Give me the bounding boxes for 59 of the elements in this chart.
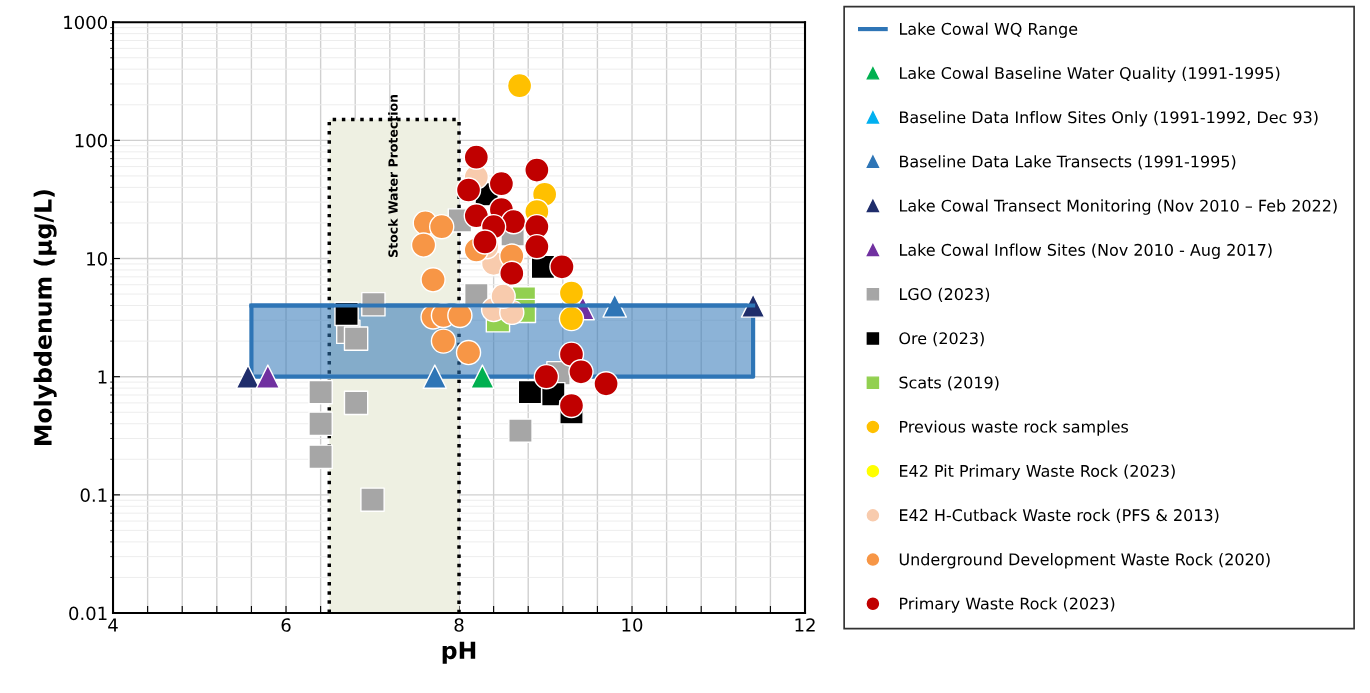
- point: [499, 260, 525, 287]
- legend-label: Scats (2019): [899, 376, 999, 391]
- point: [533, 363, 560, 390]
- y-tick-label: 1000: [64, 15, 107, 30]
- legend-label: Ore (2023): [899, 331, 984, 347]
- point: [524, 157, 550, 183]
- point: [430, 328, 457, 354]
- y-axis-title: Molybdenum (µg/L): [33, 190, 57, 445]
- point: [488, 170, 515, 197]
- point: [508, 418, 533, 443]
- point: [308, 444, 333, 470]
- point: [463, 144, 490, 170]
- legend-label: Baseline Data Inflow Sites Only (1991-1992, Dec 93): [900, 110, 1318, 127]
- legend-label: Underground Development Waste Rock (2020): [899, 553, 1270, 569]
- point: [463, 203, 490, 229]
- legend-label: Baseline Data Lake Transects (1991-1995): [900, 155, 1236, 170]
- point: [420, 267, 446, 293]
- point: [506, 72, 533, 99]
- y-tick-label: 10: [87, 251, 107, 266]
- legend-label: LGO (2023): [900, 287, 990, 303]
- point: [568, 359, 594, 385]
- point: [470, 364, 495, 390]
- point: [524, 233, 550, 260]
- legend-label: Lake Cowal Transect Monitoring (Nov 2010 – Feb 2022): [900, 199, 1337, 215]
- x-tick-label: 6: [281, 618, 291, 632]
- legend-label: Primary Waste Rock (2023): [900, 597, 1115, 613]
- x-tick-label: 8: [454, 618, 464, 632]
- legend-label: Lake Cowal WQ Range: [900, 22, 1078, 38]
- x-tick-label: 4: [108, 618, 118, 632]
- point: [558, 305, 585, 332]
- y-tick-label: 100: [75, 133, 107, 148]
- y-tick-label: 1: [98, 370, 107, 384]
- point: [343, 326, 369, 351]
- point: [343, 390, 369, 416]
- point: [558, 280, 585, 306]
- legend-label: Lake Cowal Baseline Water Quality (1991-1995): [900, 66, 1280, 83]
- point: [360, 487, 385, 513]
- point: [472, 229, 498, 255]
- point: [410, 232, 437, 258]
- x-tick-label: 12: [795, 618, 815, 632]
- legend-label: Lake Cowal Inflow Sites (Nov 2010 - Aug 2017): [900, 243, 1272, 260]
- point: [308, 411, 333, 437]
- point: [455, 177, 482, 203]
- legend-label: E42 H-Cutback Waste rock (PFS & 2013): [900, 508, 1219, 524]
- y-tick-label: 0.01: [69, 606, 107, 621]
- series-label: Stock Water Protection: [388, 94, 398, 257]
- x-axis-title: pH: [442, 641, 476, 664]
- y-tick-label: 0.1: [80, 488, 107, 502]
- point: [422, 364, 448, 390]
- point: [455, 339, 482, 366]
- legend-label: Previous waste rock samples: [900, 420, 1129, 436]
- x-tick-label: 10: [622, 618, 643, 632]
- point: [308, 379, 333, 405]
- point: [549, 254, 575, 280]
- point: [255, 364, 281, 390]
- point: [593, 371, 619, 397]
- legend-label: E42 Pit Primary Waste Rock (2023): [900, 464, 1175, 481]
- point: [558, 392, 585, 419]
- point: [428, 213, 455, 240]
